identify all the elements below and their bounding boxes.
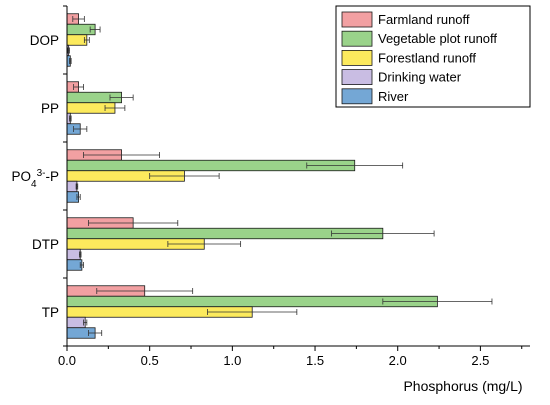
x-tick-label: 2.0 [389, 353, 407, 368]
legend-label: Drinking water [378, 70, 462, 85]
legend-swatch [341, 50, 373, 66]
y-category-label: DOP [30, 33, 59, 48]
legend-swatch [341, 30, 373, 47]
x-tick-label: 1.5 [306, 353, 324, 368]
axes-layer [63, 5, 530, 351]
bar [66, 34, 88, 46]
legend-label: River [378, 89, 409, 104]
bar [66, 259, 83, 271]
bar [66, 295, 438, 308]
x-tick-label: 0.5 [141, 353, 159, 368]
legend: Farmland runoff Vegetable plot runoff Fore… [335, 5, 531, 108]
legend-swatch [341, 88, 373, 105]
legend-label: Forestland runoff [378, 50, 476, 65]
legend-swatch [341, 11, 373, 28]
superscript: 3- [37, 168, 46, 179]
y-category-label: DTP [32, 237, 59, 252]
legend-swatch [341, 69, 373, 85]
y-category-label: PP [41, 101, 59, 116]
x-tick-label: 0.0 [58, 353, 76, 368]
x-tick-label: 1.0 [223, 353, 241, 368]
bar [66, 180, 78, 193]
subscript: 4 [31, 179, 37, 190]
legend-label: Vegetable plot runoff [378, 31, 497, 46]
x-axis-title: Phosphorus (mg/L) [403, 378, 522, 394]
bar [66, 248, 81, 261]
y-category-label: PO43--P [12, 168, 59, 190]
legend-label: Farmland runoff [378, 12, 470, 27]
y-category-label: TP [42, 305, 59, 320]
bar [66, 316, 86, 329]
label-suffix: -P [46, 169, 60, 184]
x-tick-label: 2.5 [471, 353, 489, 368]
